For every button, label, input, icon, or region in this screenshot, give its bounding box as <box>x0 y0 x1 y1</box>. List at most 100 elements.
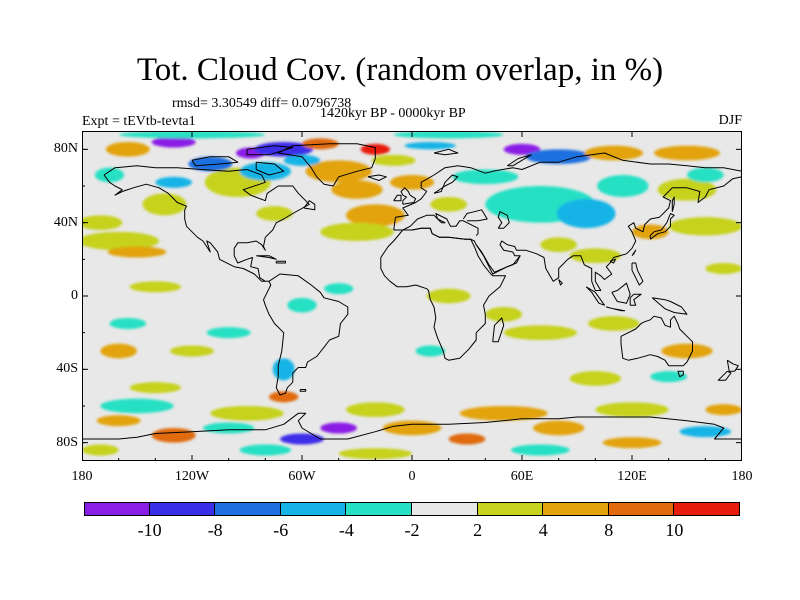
longitude-label: 180 <box>71 469 93 484</box>
anomaly-region <box>239 444 291 456</box>
colorbar-segment <box>543 502 609 516</box>
colorbar-segment <box>149 502 216 516</box>
anomaly-region <box>668 217 742 236</box>
coastline <box>393 194 402 202</box>
longitude-label: 120W <box>174 469 210 484</box>
coastline <box>380 227 506 361</box>
colorbar-segment <box>608 502 675 516</box>
anomaly-region <box>654 145 720 161</box>
coastline <box>433 148 459 156</box>
chart-title: Tot. Cloud Cov. (random overlap, in %) <box>136 52 664 88</box>
anomaly-region <box>533 420 585 436</box>
anomaly-region <box>155 176 192 188</box>
anomaly-region <box>256 206 293 221</box>
coastline <box>558 279 563 286</box>
coastline <box>631 249 637 257</box>
anomaly-region <box>320 422 357 434</box>
coastline <box>400 187 417 205</box>
experiment-label: Expt = tEVtb-tevta1 <box>82 114 196 129</box>
anomaly-region <box>632 224 669 240</box>
coastline <box>629 293 642 306</box>
coastlines <box>82 143 742 440</box>
colorbar-segment <box>346 502 412 516</box>
anomaly-region <box>525 149 592 164</box>
anomaly-region <box>540 237 577 252</box>
anomaly-region <box>426 288 471 304</box>
anomaly-region <box>485 307 522 322</box>
map-panel <box>82 131 742 461</box>
anomaly-region <box>324 283 354 295</box>
anomaly-region <box>105 142 150 157</box>
anomaly-region <box>448 433 486 445</box>
longitude-label: 60E <box>510 469 534 484</box>
colorbar-segment <box>674 502 740 516</box>
anomaly-region <box>687 167 724 183</box>
colorbar-segment <box>280 502 347 516</box>
anomaly-region <box>82 444 119 456</box>
anomaly-region <box>595 402 669 417</box>
anomaly-region <box>82 215 123 230</box>
coastline <box>475 244 521 273</box>
anomaly-region <box>584 145 643 161</box>
latitude-label: 40N <box>53 214 78 230</box>
anomaly-region <box>129 382 181 394</box>
anomaly-region <box>556 198 616 229</box>
anomaly-region <box>390 175 434 190</box>
coastline <box>256 255 277 260</box>
coastline <box>620 315 693 367</box>
coastline <box>103 165 310 282</box>
period-label: 1420kyr BP - 0000kyr BP <box>320 106 466 121</box>
colorbar-label: -10 <box>137 520 162 540</box>
colorbar-label: 2 <box>473 520 483 540</box>
anomaly-region <box>430 197 467 212</box>
anomaly-region <box>305 160 372 183</box>
anomaly-region <box>94 167 125 183</box>
coastline <box>507 154 532 167</box>
colorbar-label: -8 <box>207 520 223 540</box>
coastline <box>462 209 488 222</box>
anomaly-region <box>142 193 187 216</box>
anomaly-region <box>705 263 742 274</box>
longitude-label: 120E <box>617 469 647 484</box>
anomaly-region <box>404 142 457 150</box>
coastline <box>299 389 307 392</box>
latitude-label: 80N <box>53 141 78 157</box>
anomaly-region <box>269 391 299 403</box>
season-label: DJF <box>718 113 742 128</box>
anomaly-region <box>320 222 394 241</box>
colorbar-label: -4 <box>338 520 354 540</box>
anomaly-region <box>588 316 640 331</box>
anomaly-region <box>188 156 233 172</box>
anomaly-region <box>511 444 570 456</box>
coastline <box>303 200 316 211</box>
colorbar-label: -6 <box>273 520 289 540</box>
anomaly-region <box>107 246 167 258</box>
anomaly-region <box>597 175 649 197</box>
anomaly-region <box>100 343 137 359</box>
anomaly-region <box>371 154 416 166</box>
coastline <box>277 143 376 187</box>
anomaly-region <box>129 281 181 293</box>
anomaly-region <box>503 325 577 340</box>
map-border <box>82 131 742 461</box>
anomaly-region <box>452 169 519 185</box>
coastline <box>492 317 505 343</box>
coastline <box>631 262 644 286</box>
anomaly-region <box>206 327 251 339</box>
colorbar-label: 8 <box>604 520 614 540</box>
coastline <box>191 156 239 167</box>
anomaly-region <box>661 343 713 359</box>
anomaly-region <box>382 420 442 436</box>
longitude-label: 60W <box>288 469 316 484</box>
coastline <box>433 174 459 194</box>
coastline <box>717 370 732 381</box>
anomaly-region <box>657 178 717 201</box>
anomaly-region <box>109 318 147 329</box>
anomaly-region <box>503 143 541 155</box>
longitude-label: 0 <box>408 469 416 484</box>
coastline <box>255 161 285 176</box>
coastline <box>585 286 605 306</box>
anomaly-layer <box>82 131 742 460</box>
coastline <box>275 260 286 264</box>
anomaly-region <box>203 422 255 434</box>
